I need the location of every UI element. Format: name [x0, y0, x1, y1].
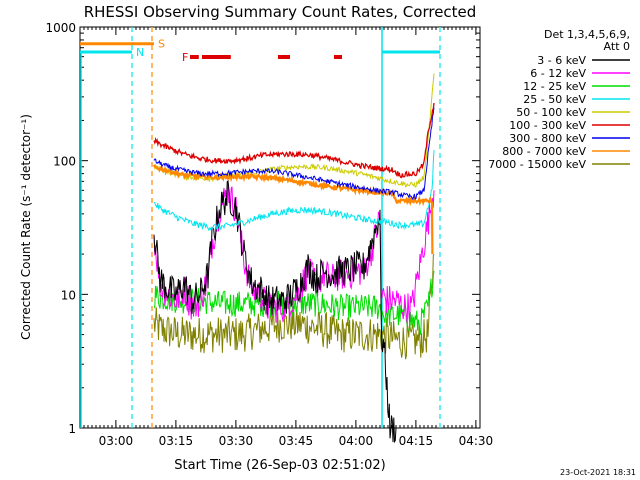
axis-ticks: 03:00 03:15 03:30 03:45 04:00 04:15 04:30 1 10 10… — [45, 21, 493, 448]
series-line-6-12 — [153, 182, 435, 324]
legend-label: 800 - 7000 keV — [502, 145, 586, 158]
legend-label: 12 - 25 keV — [523, 80, 586, 93]
series-line-300-800 — [153, 107, 435, 201]
legend-label: 300 - 800 keV — [509, 132, 586, 145]
series-line-25-50 — [153, 150, 435, 232]
legend-label: 3 - 6 keV — [537, 54, 586, 67]
y-tick-label: 1 — [68, 422, 76, 436]
y-tick-label: 10 — [61, 288, 76, 302]
series-layer — [153, 73, 435, 444]
x-axis-label: Start Time (26-Sep-03 02:51:02) — [174, 458, 385, 473]
series-line-800-7000 — [153, 164, 434, 255]
y-axis-label: Corrected Count Rate (s⁻¹ detector⁻¹) — [19, 114, 33, 340]
series-line-12-25 — [153, 270, 435, 336]
legend-label: 7000 - 15000 keV — [488, 158, 586, 171]
chart-title: RHESSI Observing Summary Count Rates, Co… — [84, 3, 477, 21]
x-tick-label: 03:45 — [279, 434, 314, 448]
legend-header-line-2: Att 0 — [604, 40, 630, 53]
y-tick-label: 1000 — [45, 21, 76, 35]
x-tick-label: 04:30 — [459, 434, 494, 448]
y-tick-label: 100 — [53, 155, 76, 169]
legend-label: 50 - 100 keV — [516, 106, 586, 119]
x-tick-label: 04:00 — [339, 434, 374, 448]
label-f: F — [182, 51, 188, 64]
timestamp: 23-Oct-2021 18:31 — [560, 468, 636, 477]
legend-label: 25 - 50 keV — [523, 93, 586, 106]
legend-header-line-1: Det 1,3,4,5,6,9, — [544, 28, 630, 41]
legend-label: 100 - 300 keV — [509, 119, 586, 132]
chart-annotations: S N F — [80, 27, 441, 428]
x-tick-label: 04:15 — [399, 434, 434, 448]
x-tick-label: 03:00 — [99, 434, 134, 448]
legend-label: 6 - 12 keV — [530, 67, 586, 80]
series-line-100-300 — [153, 102, 435, 179]
series-line-3-6 — [153, 179, 397, 444]
label-s: S — [158, 38, 165, 51]
plot-frame — [79, 26, 481, 429]
x-tick-label: 03:15 — [159, 434, 194, 448]
x-tick-label: 03:30 — [219, 434, 254, 448]
series-line-50-100 — [153, 73, 435, 188]
label-n: N — [136, 46, 144, 59]
